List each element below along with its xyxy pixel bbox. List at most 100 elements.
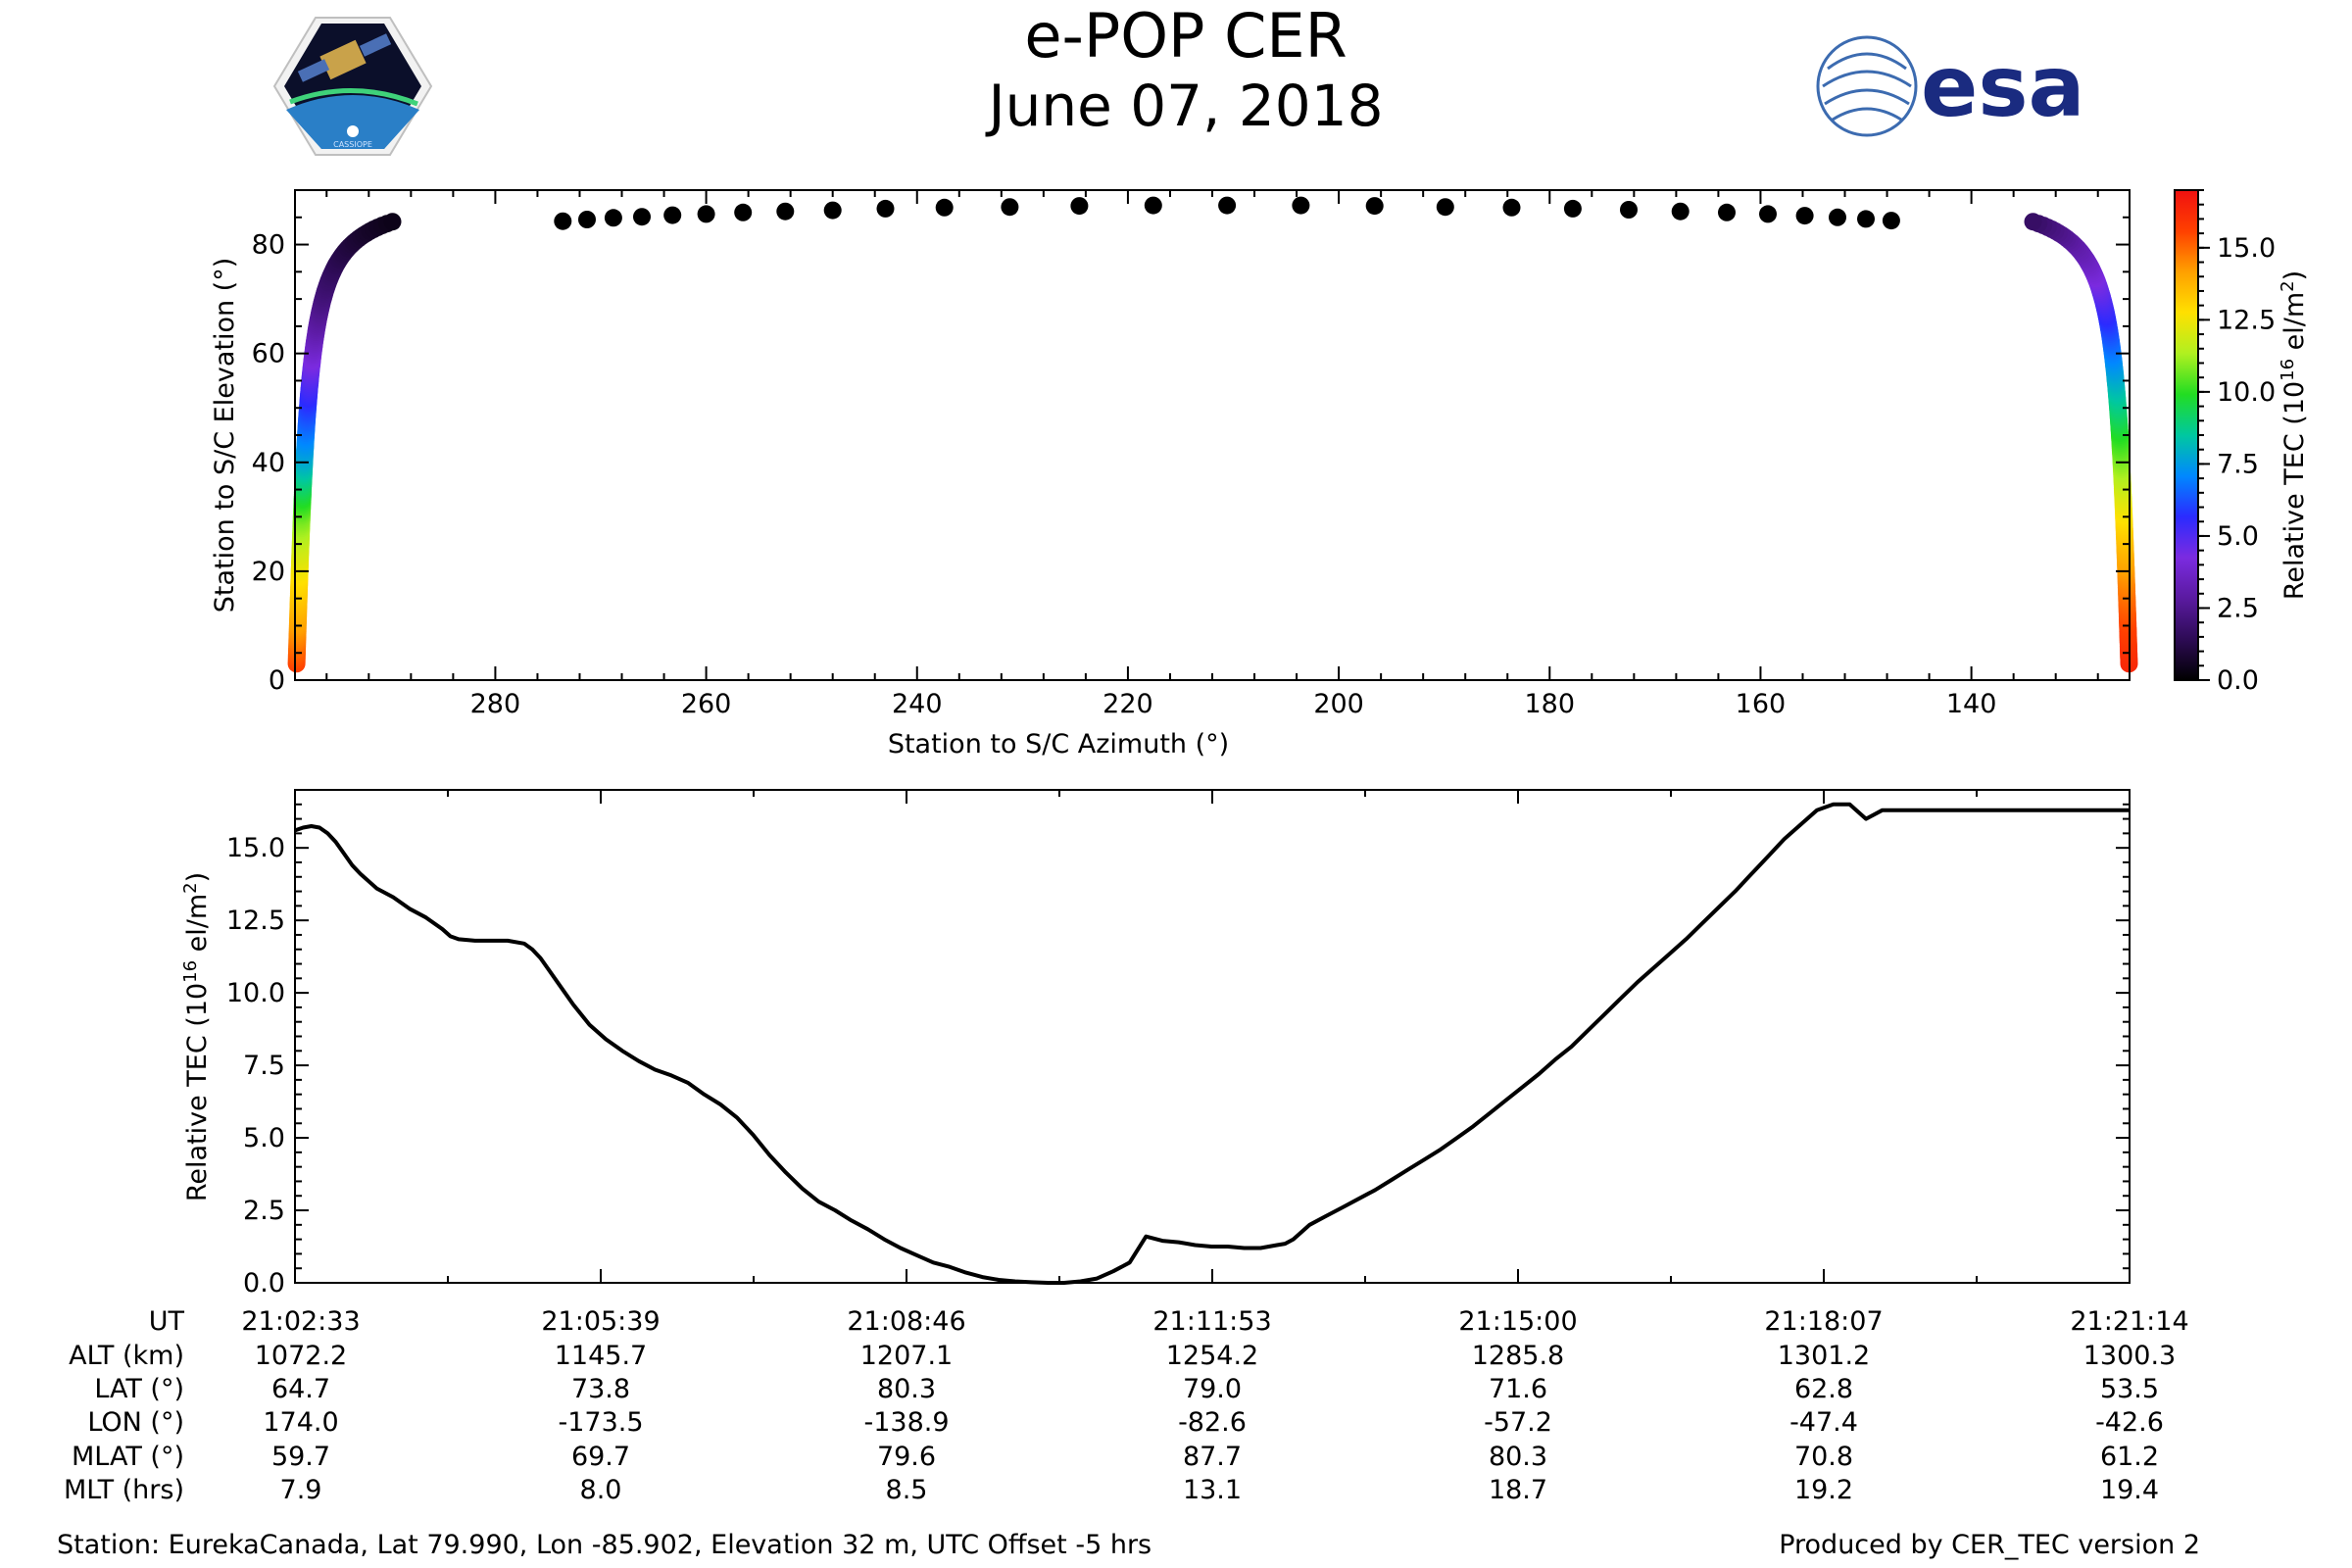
y-tick-label: 40 <box>252 448 285 478</box>
scatter-point <box>1671 202 1690 220</box>
y-tick-label: 2.5 <box>243 1196 285 1226</box>
table-cell: 59.7 <box>271 1442 330 1472</box>
table-row-label: LAT (°) <box>94 1374 184 1404</box>
table-cell: 7.9 <box>280 1475 322 1505</box>
tec-series-line <box>294 802 2130 1285</box>
table-cell: 174.0 <box>263 1407 338 1438</box>
esa-logo-text: esa <box>1921 38 2085 136</box>
scatter-point <box>1829 208 1846 226</box>
x-tick-label: 240 <box>892 689 943 719</box>
table-row-label: UT <box>149 1306 185 1337</box>
table-row-label: LON (°) <box>87 1407 184 1438</box>
colorbar: 0.0 2.5 5.0 7.5 10.0 12.5 15.0 Relative TEC (1… <box>2174 189 2310 696</box>
tec-line-plot: 0.0 2.5 5.0 7.5 10.0 12.5 15.0 Relative TEC (1… <box>180 789 2131 1298</box>
scatter-point <box>1070 197 1089 216</box>
table-cell: 19.4 <box>2100 1475 2159 1505</box>
scatter-points <box>287 196 2138 673</box>
table-cell: 69.7 <box>571 1442 630 1472</box>
cassiope-logo: CASSIOPE <box>272 17 433 156</box>
scatter-point <box>1001 198 1019 217</box>
colorbar-tick-label: 0.0 <box>2217 665 2259 696</box>
table-cell: 1300.3 <box>2083 1341 2176 1371</box>
colorbar-tick-label: 2.5 <box>2217 593 2259 623</box>
y-tick-label: 5.0 <box>243 1123 285 1153</box>
colorbar-tick-label: 7.5 <box>2217 449 2259 479</box>
table-cell: 73.8 <box>571 1374 630 1404</box>
scatter-point <box>1620 201 1638 219</box>
scatter-point <box>823 201 842 220</box>
table-cell: 1145.7 <box>555 1341 647 1371</box>
y-tick-label: 7.5 <box>243 1051 285 1081</box>
table-cell: -47.4 <box>1789 1407 1858 1438</box>
table-cell: 18.7 <box>1489 1475 1547 1505</box>
top-ylabel: Station to S/C Elevation (°) <box>210 258 240 613</box>
y-tick-label: 10.0 <box>226 978 285 1008</box>
table-cell: 21:11:53 <box>1152 1306 1271 1337</box>
table-cell: 21:02:33 <box>241 1306 360 1337</box>
x-tick-label: 280 <box>470 689 521 719</box>
table-cell: 71.6 <box>1489 1374 1547 1404</box>
table-cell: 1254.2 <box>1166 1341 1258 1371</box>
bottom-axis-ticks: 0.0 2.5 5.0 7.5 10.0 12.5 15.0 <box>226 789 2131 1298</box>
table-cell: 79.6 <box>877 1442 936 1472</box>
scatter-point <box>2024 213 2042 231</box>
x-tick-label: 180 <box>1525 689 1576 719</box>
scatter-point <box>1718 203 1736 221</box>
y-tick-label: 20 <box>252 557 285 587</box>
table-cell: 61.2 <box>2100 1442 2159 1472</box>
x-tick-label: 220 <box>1102 689 1153 719</box>
table-row-label: ALT (km) <box>69 1341 184 1371</box>
table-cell: 62.8 <box>1794 1374 1853 1404</box>
table-cell: 1207.1 <box>860 1341 953 1371</box>
scatter-point <box>734 203 753 221</box>
scatter-point <box>935 198 954 217</box>
colorbar-tick-label: 12.5 <box>2217 305 2276 335</box>
scatter-point <box>383 213 402 231</box>
y-tick-label: 80 <box>252 230 285 261</box>
scatter-point <box>1563 199 1582 218</box>
y-tick-label: 15.0 <box>226 833 285 863</box>
y-tick-label: 60 <box>252 339 285 369</box>
table-cell: 87.7 <box>1183 1442 1242 1472</box>
table-row-label: MLAT (°) <box>72 1442 184 1472</box>
table-cell: 70.8 <box>1794 1442 1853 1472</box>
table-cell: 1072.2 <box>255 1341 347 1371</box>
elevation-scatter-plot: 280 260 240 220 200 180 160 140 0 20 40 60 80 Statio… <box>210 189 2138 760</box>
scatter-point <box>1365 197 1384 216</box>
scatter-point <box>578 211 596 228</box>
table-cell: 21:08:46 <box>847 1306 965 1337</box>
table-cell: 21:15:00 <box>1458 1306 1577 1337</box>
table-cell: 21:18:07 <box>1764 1306 1883 1337</box>
table-cell: -57.2 <box>1484 1407 1552 1438</box>
x-tick-label: 160 <box>1736 689 1787 719</box>
x-tick-label: 200 <box>1313 689 1364 719</box>
scatter-point <box>1795 207 1814 225</box>
table-cell: 1285.8 <box>1472 1341 1564 1371</box>
bottom-plot-frame <box>294 789 2131 1284</box>
scatter-point <box>1218 196 1237 215</box>
table-cell: 80.3 <box>1489 1442 1547 1472</box>
table-row-label: MLT (hrs) <box>64 1475 184 1505</box>
scatter-point <box>554 212 572 230</box>
scatter-point <box>663 206 682 224</box>
colorbar-gradient <box>2174 189 2199 681</box>
footer-station: Station: EurekaCanada, Lat 79.990, Lon -… <box>57 1530 1152 1560</box>
scatter-point <box>697 205 715 223</box>
table-cell: 8.0 <box>580 1475 622 1505</box>
scatter-point <box>776 202 795 220</box>
esa-logo: esa <box>1816 35 2085 137</box>
top-xlabel: Station to S/C Azimuth (°) <box>888 729 1229 760</box>
scatter-point <box>1292 196 1310 215</box>
top-plot-frame <box>294 189 2131 681</box>
scatter-point <box>1502 198 1521 217</box>
scatter-point <box>876 199 895 218</box>
x-tick-label: 140 <box>1946 689 1997 719</box>
colorbar-tick-label: 15.0 <box>2217 233 2276 264</box>
ephemeris-table: UT ALT (km)LAT (°)LON (°) MLAT (°)MLT (hrs… <box>64 1306 2189 1505</box>
scatter-point <box>1144 196 1162 215</box>
y-tick-label: 0 <box>269 665 285 696</box>
bottom-ylabel: Relative TEC (1016 el/m2) <box>180 872 214 1201</box>
top-axis-ticks: 280 260 240 220 200 180 160 140 0 20 40 60 80 <box>252 189 2130 719</box>
y-tick-label: 0.0 <box>243 1268 285 1298</box>
